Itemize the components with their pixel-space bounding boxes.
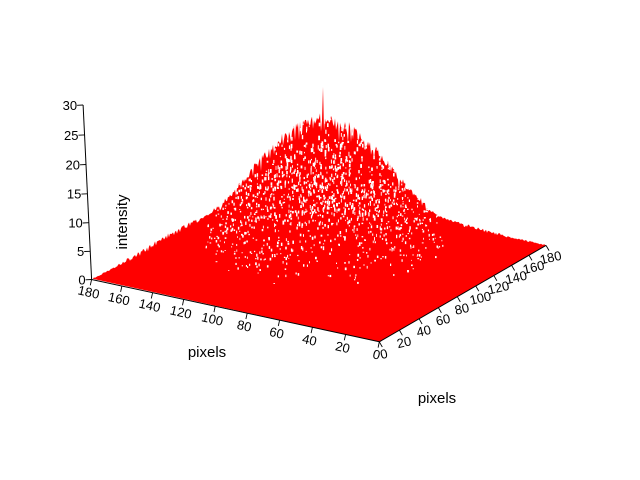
- svg-text:20: 20: [66, 157, 80, 172]
- svg-text:30: 30: [63, 98, 77, 113]
- svg-text:pixels: pixels: [418, 390, 456, 407]
- svg-text:25: 25: [64, 128, 78, 143]
- svg-text:10: 10: [68, 216, 82, 231]
- svg-text:15: 15: [67, 187, 81, 202]
- svg-text:intensity: intensity: [114, 194, 131, 250]
- svg-text:pixels: pixels: [188, 344, 226, 361]
- svg-text:5: 5: [77, 244, 84, 259]
- svg-text:0: 0: [78, 272, 85, 287]
